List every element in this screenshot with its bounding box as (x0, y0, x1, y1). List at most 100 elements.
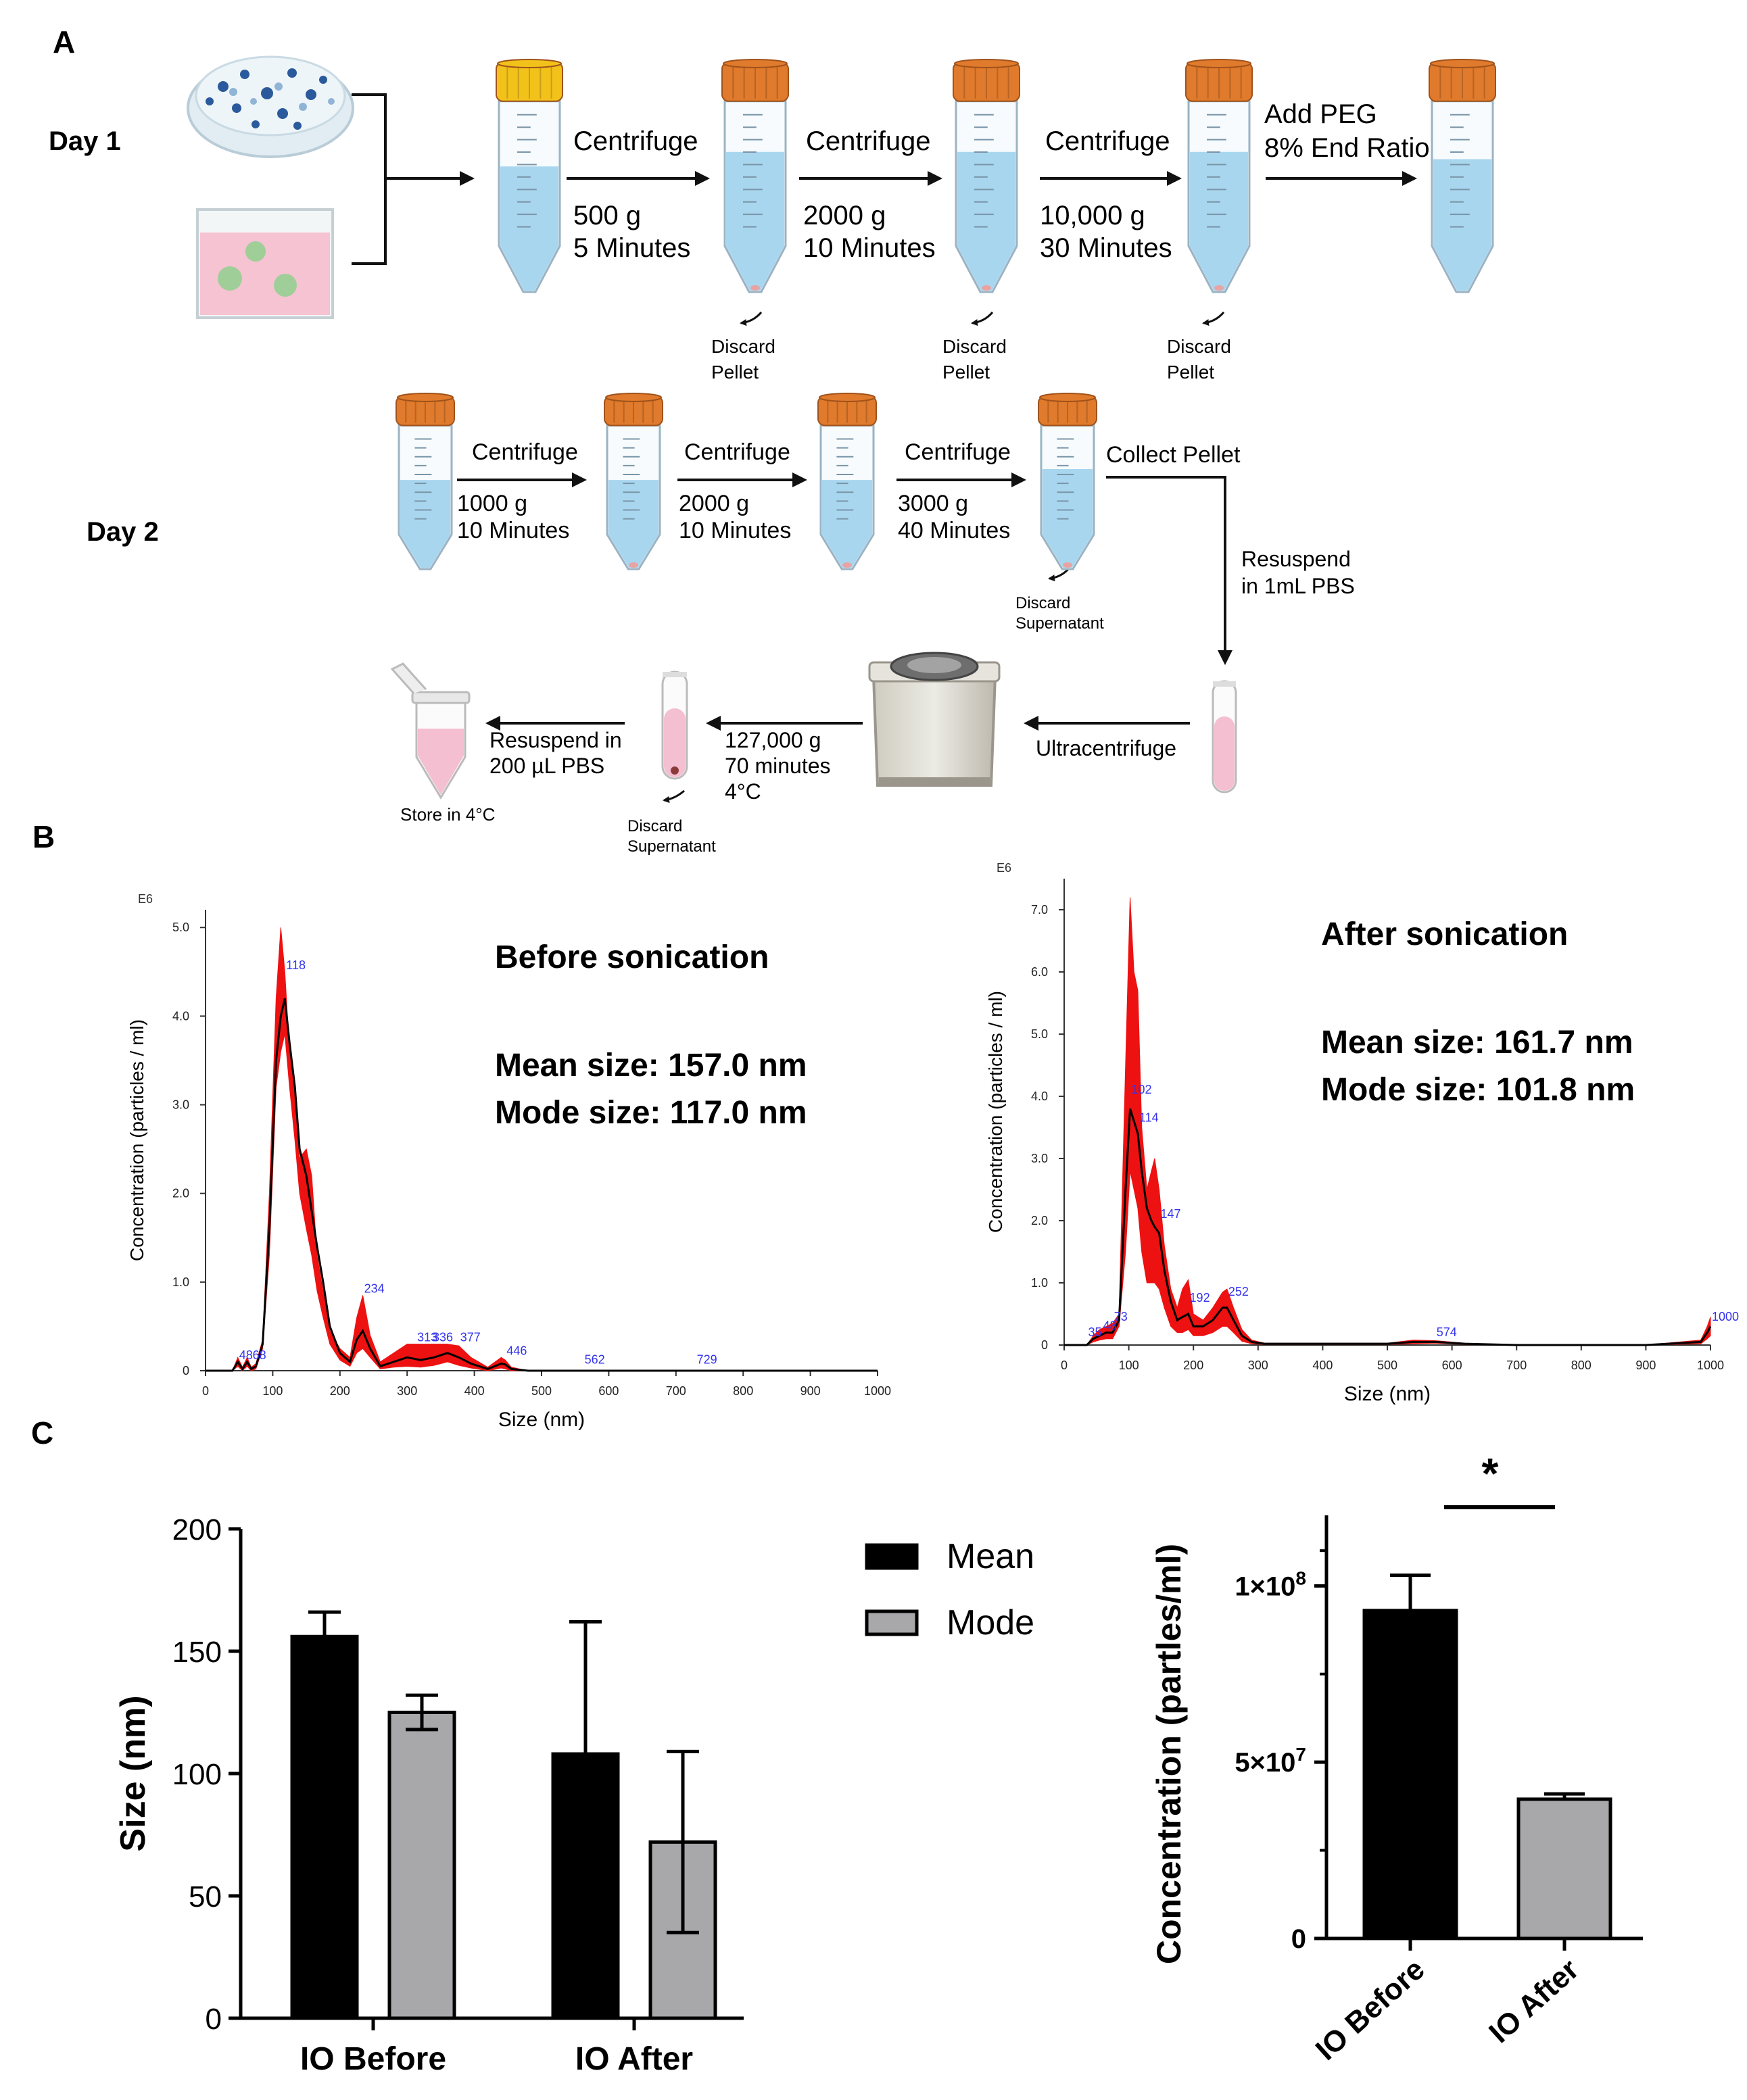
y-tick-label: 50 (189, 1880, 222, 1913)
discard-label: Discard (942, 336, 1007, 357)
size-bar-chart: 0 50 100 150 200 IO Before IO After Size (nm) Me… (114, 1513, 1034, 2077)
y-tick-label: 0 (183, 1364, 189, 1377)
legend-swatch (865, 1543, 919, 1570)
panel-b-nta: B E60 100 200 300 400 500 600 700 800 900 100001.0… (32, 819, 1739, 1431)
day1-step-1: Centrifuge 500 g 5 Minutes Discard Pelle… (567, 126, 775, 383)
peak-label: 562 (585, 1352, 605, 1366)
day1-step-time: 30 Minutes (1040, 233, 1172, 263)
x-tick-label: 200 (330, 1384, 350, 1398)
bar-mean (290, 1634, 359, 2020)
y-tick-label: 5.0 (1031, 1027, 1048, 1041)
discard-arrow (740, 312, 763, 326)
legend-label: Mean (947, 1537, 1034, 1576)
y-tick-label: 7.0 (1031, 903, 1048, 917)
peak-label: 102 (1132, 1083, 1152, 1096)
discard-supernatant-label: Supernatant (627, 837, 716, 856)
y-tick-label: 5.0 (172, 921, 189, 934)
uc-time: 70 minutes (725, 754, 831, 778)
x-tick-label: 900 (1635, 1359, 1656, 1372)
resuspend2-label: 200 µL PBS (489, 754, 604, 778)
store-label: Store in 4°C (400, 804, 495, 825)
ultracentrifuge-icon (868, 652, 1001, 787)
x-tick-label: 600 (598, 1384, 619, 1398)
x-tick-label: IO After (1483, 1953, 1585, 2049)
x-tick-label: 500 (1377, 1359, 1397, 1372)
error-band (1064, 897, 1711, 1346)
peak-label: 234 (364, 1282, 385, 1296)
error-band (206, 927, 878, 1371)
y-tick-label: 2.0 (1031, 1214, 1048, 1227)
day1-step-speed: 500 g (573, 201, 641, 230)
day2-step-speed: 3000 g (898, 491, 968, 516)
multiplier-label: E6 (138, 892, 153, 906)
discard-arrow (1202, 312, 1225, 326)
discard-supernatant-label: Discard (1015, 594, 1070, 612)
day2-step-time: 10 Minutes (457, 518, 569, 543)
culture-dish-icon (196, 208, 334, 319)
panel-c-bars: C 0 50 100 150 200 IO Before IO After Size (nm)… (31, 1415, 1643, 2077)
y-axis-label: Concentration (partles/ml) (1150, 1544, 1188, 1964)
x-tick-label: IO Before (1310, 1953, 1431, 2067)
day2-step-3: Centrifuge 3000 g 40 Minutes Discard Sup… (896, 439, 1104, 633)
stat-label: Mode size: 101.8 nm (1321, 1072, 1635, 1108)
falcon-tube-icon (604, 393, 663, 570)
legend-label: Mode (947, 1603, 1034, 1642)
day2-step-time: 10 Minutes (679, 518, 791, 543)
day1-peg-step: Add PEG 8% End Ratio (1264, 99, 1430, 186)
uc-speed: 127,000 g (725, 728, 821, 752)
day1-step-time: 10 Minutes (803, 233, 936, 263)
peak-label: 68 (253, 1348, 266, 1362)
day2-step-title: Centrifuge (472, 439, 578, 465)
peak-label: 574 (1437, 1325, 1457, 1339)
mean-line (1064, 1108, 1712, 1346)
x-tick-label: 500 (531, 1384, 552, 1398)
collect-step: Collect Pellet Resuspend in 1mL PBS (1106, 442, 1355, 665)
day2-label: Day 2 (87, 517, 159, 547)
x-axis-label: Size (nm) (1344, 1383, 1431, 1405)
legend-swatch (865, 1609, 919, 1636)
day2-step-title: Centrifuge (905, 439, 1011, 465)
falcon-tube-icon (1185, 59, 1253, 293)
peak-label: 336 (433, 1331, 453, 1344)
bar-mode (387, 1711, 456, 2020)
day2-step-speed: 1000 g (457, 491, 527, 516)
discard-arrow (971, 312, 994, 326)
peak-label: 73 (1114, 1310, 1128, 1323)
falcon-tube-icon (721, 59, 789, 293)
panel-a-workflow: A Day 1 Day 2 (49, 24, 1496, 856)
x-tick-label: 600 (1442, 1359, 1462, 1372)
peak-label: 48 (1103, 1319, 1116, 1333)
uc-temp: 4°C (725, 779, 761, 804)
multiplier-label: E6 (997, 861, 1011, 875)
discard-label: Discard (711, 336, 775, 357)
x-tick-label: 100 (1119, 1359, 1139, 1372)
x-tick-label: 800 (733, 1384, 753, 1398)
y-tick-label: 0 (1291, 1924, 1306, 1954)
y-tick-label: 1.0 (172, 1275, 189, 1289)
discard-arrow (663, 789, 685, 803)
bar-io-after (1516, 1797, 1612, 1940)
falcon-tube-icon (817, 393, 877, 570)
day2-step-1: Centrifuge 1000 g 10 Minutes (457, 439, 587, 543)
day1-step-title: Centrifuge (1045, 126, 1170, 156)
day1-step-title: Centrifuge (806, 126, 931, 156)
x-tick-label: 400 (464, 1384, 485, 1398)
falcon-tube-icon (1038, 393, 1097, 570)
x-tick-label: IO Before (300, 2041, 446, 2077)
stat-label: Mean size: 157.0 nm (495, 1048, 807, 1083)
nta-before-chart: E6 0 100 200 300 400 500 600 700 800 900 1000 0 1.0 2.… (126, 892, 891, 1431)
y-tick-label: 100 (172, 1758, 222, 1791)
y-tick-label: 2.0 (172, 1187, 189, 1200)
nta-after-chart: E6 0 100 200 300 400 500 600 700 800 900 1000 0 1.0 2.… (985, 861, 1739, 1405)
x-tick-label: IO After (575, 2041, 693, 2077)
day2-step-2: Centrifuge 2000 g 10 Minutes (677, 439, 807, 543)
chart-title: Before sonication (495, 939, 769, 975)
y-tick-label: 200 (172, 1513, 222, 1546)
day2-step-title: Centrifuge (684, 439, 790, 465)
y-axis-label: Concentration (particles / ml) (985, 991, 1006, 1233)
collect-arrow (1106, 476, 1233, 665)
y-axis-label: Concentration (particles / ml) (126, 1019, 147, 1261)
panel-label-b: B (32, 819, 55, 854)
x-axis-label: Size (nm) (498, 1409, 585, 1431)
